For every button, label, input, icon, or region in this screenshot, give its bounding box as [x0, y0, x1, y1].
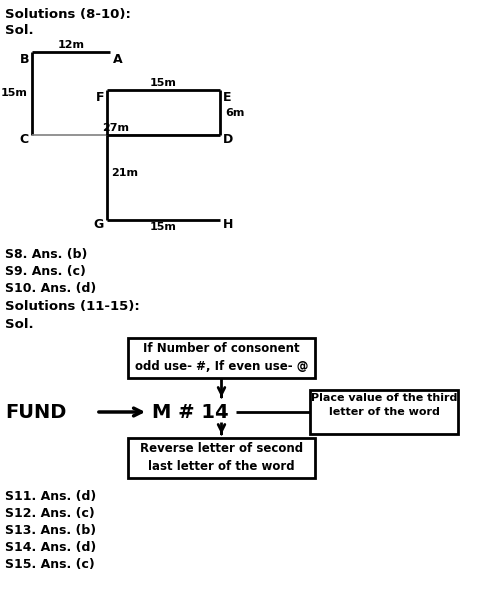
- Text: If Number of consonent: If Number of consonent: [143, 342, 299, 355]
- Text: S13. Ans. (b): S13. Ans. (b): [5, 524, 96, 537]
- Text: 21m: 21m: [111, 168, 138, 178]
- Text: FUND: FUND: [5, 403, 66, 422]
- Text: S8. Ans. (b): S8. Ans. (b): [5, 248, 87, 261]
- Text: C: C: [20, 133, 29, 146]
- Text: M # 14: M # 14: [152, 403, 228, 422]
- Text: Reverse letter of second: Reverse letter of second: [140, 442, 302, 455]
- Text: 12m: 12m: [58, 40, 84, 50]
- Text: H: H: [223, 218, 233, 231]
- Text: 6m: 6m: [225, 108, 244, 118]
- Text: A: A: [113, 53, 122, 66]
- Text: Sol.: Sol.: [5, 318, 34, 331]
- Text: Place value of the third: Place value of the third: [310, 393, 456, 403]
- Text: Solutions (11-15):: Solutions (11-15):: [5, 300, 140, 313]
- Text: letter of the word: letter of the word: [328, 407, 439, 417]
- Text: 15m: 15m: [1, 89, 28, 99]
- Text: 27m: 27m: [102, 123, 129, 133]
- Text: E: E: [223, 91, 231, 104]
- Bar: [128, 438, 314, 478]
- Bar: [128, 338, 314, 378]
- Text: Sol.: Sol.: [5, 24, 34, 37]
- Text: Solutions (8-10):: Solutions (8-10):: [5, 8, 131, 21]
- Text: odd use- #, If even use- @: odd use- #, If even use- @: [134, 360, 308, 373]
- Text: D: D: [223, 133, 233, 146]
- Text: last letter of the word: last letter of the word: [148, 460, 294, 473]
- Text: S11. Ans. (d): S11. Ans. (d): [5, 490, 96, 503]
- Text: S15. Ans. (c): S15. Ans. (c): [5, 558, 95, 571]
- Text: S9. Ans. (c): S9. Ans. (c): [5, 265, 86, 278]
- Text: 15m: 15m: [150, 222, 177, 232]
- Text: G: G: [94, 218, 104, 231]
- Text: 15m: 15m: [150, 78, 177, 88]
- Text: S12. Ans. (c): S12. Ans. (c): [5, 507, 95, 520]
- Bar: [309, 390, 457, 434]
- Text: S14. Ans. (d): S14. Ans. (d): [5, 541, 96, 554]
- Text: F: F: [96, 91, 104, 104]
- Text: B: B: [20, 53, 29, 66]
- Text: S10. Ans. (d): S10. Ans. (d): [5, 282, 96, 295]
